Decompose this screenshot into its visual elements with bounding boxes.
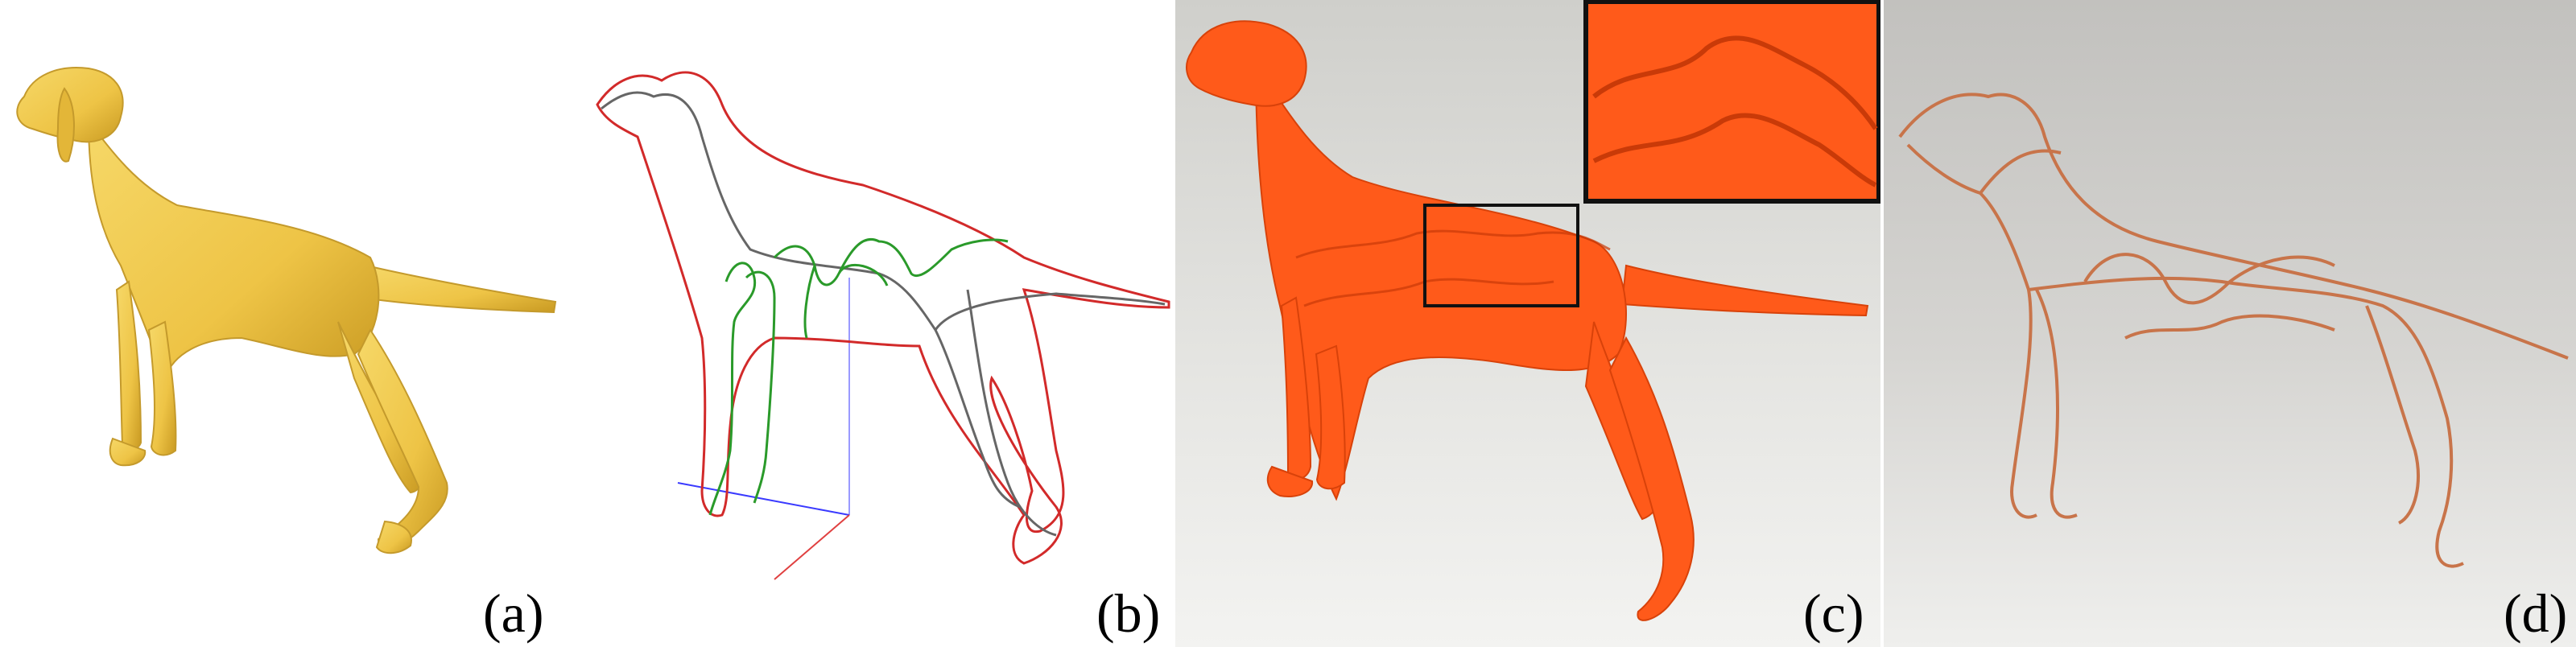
printed-dog-illustration bbox=[1175, 0, 1880, 647]
panel-label-c: (c) bbox=[1803, 583, 1864, 644]
red-outline-curve bbox=[596, 71, 1170, 565]
curve-network-illustration bbox=[596, 71, 1170, 580]
panel-b-curve-network: (b) bbox=[573, 0, 1175, 647]
zoom-region-box bbox=[1423, 204, 1579, 307]
panel-a-mesh-render: (a) bbox=[0, 0, 573, 647]
copper-wire-dog bbox=[1898, 93, 2569, 568]
printed-dog bbox=[1186, 20, 1869, 621]
wire-sculpture-illustration bbox=[1884, 0, 2576, 647]
coordinate-axes bbox=[677, 278, 850, 580]
panel-label-a: (a) bbox=[483, 583, 544, 644]
zoom-inset bbox=[1583, 0, 1880, 204]
panel-label-b: (b) bbox=[1096, 583, 1161, 644]
dog-mesh-illustration bbox=[16, 67, 557, 554]
green-detail-curve bbox=[708, 238, 1009, 516]
panel-d-wire-sculpture-photo: (d) bbox=[1884, 0, 2576, 647]
axis-red bbox=[774, 514, 850, 580]
panel-label-d: (d) bbox=[2504, 583, 2568, 644]
gray-inner-curve bbox=[601, 91, 1166, 537]
dog-mesh bbox=[16, 67, 557, 554]
axis-blue bbox=[677, 482, 850, 516]
panel-c-printed-model-photo: (c) bbox=[1175, 0, 1880, 647]
backdrop bbox=[1884, 0, 2576, 647]
